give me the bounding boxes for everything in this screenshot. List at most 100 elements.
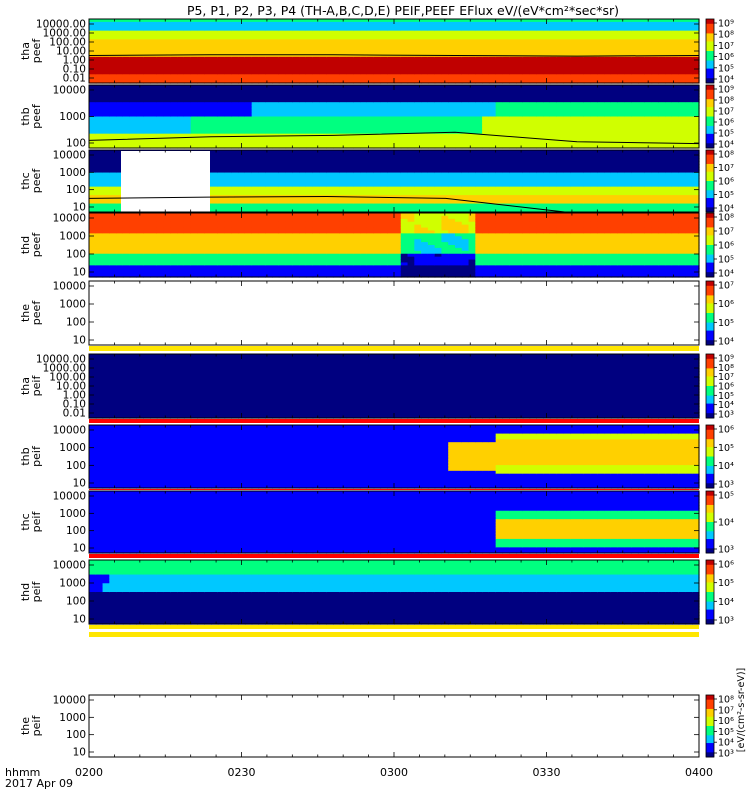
heatmap-cell	[455, 116, 463, 120]
heatmap-cell	[143, 99, 151, 103]
heatmap-cell	[570, 142, 578, 146]
heatmap-cell	[529, 145, 537, 149]
heatmap-cell	[455, 51, 463, 55]
heatmap-cell	[414, 65, 422, 70]
heatmap-cell	[658, 113, 666, 118]
heatmap-cell	[326, 119, 334, 123]
heatmap-cell	[299, 183, 307, 188]
heatmap-cell	[617, 133, 626, 138]
heatmap-cell	[251, 155, 260, 160]
heatmap-cell	[394, 42, 402, 46]
heatmap-cell	[258, 99, 266, 103]
heatmap-cell	[434, 27, 443, 32]
heatmap-cell	[407, 119, 415, 123]
heatmap-cell	[258, 42, 266, 46]
heatmap-cell	[502, 59, 510, 64]
heatmap-cell	[353, 85, 361, 89]
heatmap-cell	[624, 65, 632, 70]
heatmap-cell	[265, 122, 273, 126]
heatmap-cell	[644, 65, 653, 70]
colorbar-tick-label: 10⁶	[718, 118, 734, 129]
heatmap-cell	[441, 39, 449, 43]
heatmap-cell	[136, 36, 144, 40]
heatmap-cell	[543, 30, 551, 35]
heatmap-cell	[604, 65, 612, 70]
y-tick-label: 0.10	[63, 64, 86, 76]
heatmap-cell	[455, 80, 463, 84]
heatmap-cell	[570, 74, 578, 78]
heatmap-cell	[190, 62, 199, 67]
heatmap-cell	[170, 24, 178, 29]
heatmap-cell	[536, 93, 544, 98]
heatmap-cell	[116, 51, 124, 55]
heatmap-cell	[394, 45, 402, 49]
heatmap-cell	[258, 186, 266, 191]
heatmap-cell	[631, 48, 639, 52]
heatmap-cell	[448, 107, 456, 112]
heatmap-cell	[217, 21, 226, 26]
heatmap-cell	[156, 53, 165, 58]
heatmap-cell	[285, 30, 293, 35]
heatmap-cell	[204, 42, 212, 46]
heatmap-cell	[170, 68, 178, 72]
heatmap-cell	[421, 77, 429, 81]
heatmap-cell	[495, 127, 504, 132]
heatmap-cell	[577, 74, 585, 78]
colorbar-tick-label: 10⁸	[718, 96, 734, 107]
heatmap-cell	[638, 80, 646, 84]
heatmap-cell	[502, 99, 510, 103]
heatmap-cell	[482, 136, 490, 141]
heatmap-cell	[326, 164, 334, 168]
heatmap-cell	[421, 145, 429, 149]
heatmap-cell	[638, 90, 646, 95]
heatmap-cell	[495, 130, 504, 135]
heatmap-cell	[272, 145, 280, 149]
heatmap-cell	[89, 186, 97, 191]
heatmap-cell	[312, 74, 321, 78]
heatmap-cell	[414, 130, 422, 135]
y-axis-label: peef	[30, 103, 43, 129]
heatmap-cell	[272, 42, 280, 46]
heatmap-cell	[427, 142, 436, 146]
heatmap-cell	[610, 105, 619, 109]
heatmap-cell	[224, 200, 232, 205]
heatmap-cell	[102, 200, 110, 205]
heatmap-cell	[509, 105, 517, 109]
heatmap-cell	[156, 145, 165, 149]
heatmap-cell	[102, 166, 110, 171]
heatmap-cell	[116, 56, 124, 61]
heatmap-cell	[339, 139, 348, 143]
heatmap-cell	[312, 51, 321, 55]
heatmap-cell	[177, 96, 185, 100]
heatmap-cell	[102, 197, 110, 202]
heatmap-cell	[651, 107, 659, 112]
heatmap-cell	[197, 99, 205, 103]
heatmap-cell	[312, 24, 321, 29]
heatmap-cell	[163, 39, 171, 43]
heatmap-cell	[590, 96, 598, 100]
heatmap-cell	[624, 59, 632, 64]
heatmap-cell	[272, 65, 280, 70]
heatmap-cell	[299, 90, 307, 95]
heatmap-cell	[102, 27, 110, 32]
heatmap-cell	[394, 85, 402, 89]
heatmap-cell	[95, 45, 104, 49]
heatmap-cell	[638, 51, 646, 55]
heatmap-cell	[211, 59, 219, 64]
heatmap-cell	[644, 30, 653, 35]
y-tick-label: 1.00	[63, 55, 86, 67]
heatmap-cell	[211, 122, 219, 126]
heatmap-cell	[150, 51, 158, 55]
heatmap-cell	[610, 27, 619, 32]
heatmap-cell	[671, 116, 680, 120]
heatmap-cell	[644, 87, 653, 92]
heatmap-cell	[136, 45, 144, 49]
heatmap-cell	[272, 24, 280, 29]
heatmap-cell	[441, 62, 449, 67]
heatmap-cell	[421, 113, 429, 118]
heatmap-cell	[265, 203, 273, 207]
heatmap-cell	[475, 122, 483, 126]
heatmap-cell	[658, 90, 666, 95]
heatmap-cell	[448, 48, 456, 52]
heatmap-cell	[644, 99, 653, 103]
